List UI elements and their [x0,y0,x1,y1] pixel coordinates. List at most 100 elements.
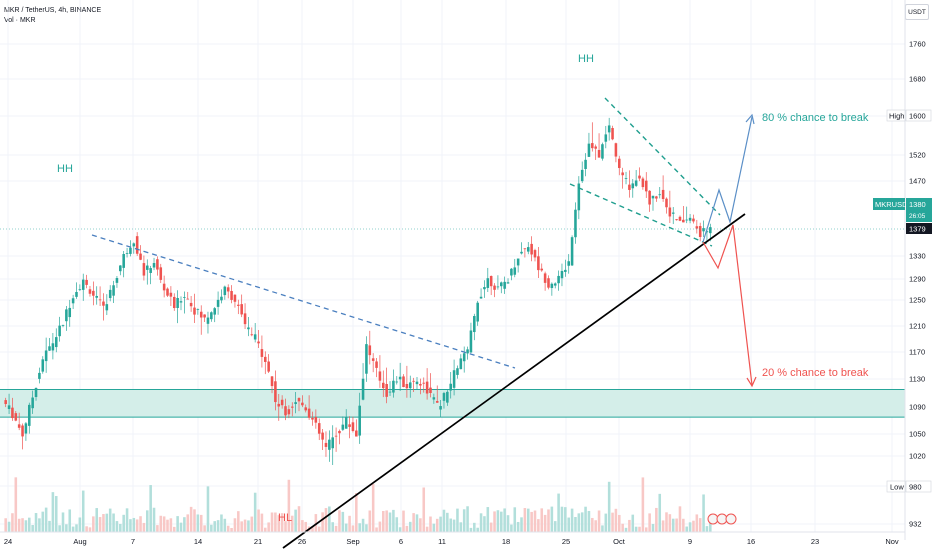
volume-bar [570,508,574,532]
candle-body [230,290,233,300]
candle-body [658,194,662,196]
candle-body [176,297,179,308]
candle-body [702,228,705,232]
volume-bar [449,518,452,532]
volume-bar [395,517,399,532]
volume-bar [159,515,163,532]
volume-bar [287,479,291,532]
volume-bar [169,518,173,532]
candle-body [607,125,611,133]
volume-bar [705,526,709,532]
candle-body [61,325,65,326]
candle-body [260,349,264,357]
candle-body [371,358,375,361]
dashed-resistance-line[interactable] [91,234,516,369]
hh-label-left[interactable]: HH [57,163,73,175]
volume-bar [577,513,581,532]
candle-body [344,417,348,429]
candle-body [618,158,621,169]
wedge-lower-dashed-line[interactable] [569,183,713,247]
low-tag-value: 980 [909,483,922,492]
volume-bar [176,516,179,532]
candle-body [88,289,92,294]
high-tag-value: 1600 [909,112,926,121]
volume-bar [122,514,125,532]
time-tick-label: Sep [346,537,359,546]
candle-body [540,268,544,271]
hl-label[interactable]: HL [278,512,292,524]
candle-body [604,134,608,142]
bull-chance-label[interactable]: 80 % chance to break [762,112,869,124]
volume-bar [688,522,692,532]
volume-bar [634,526,638,532]
support-zone [0,389,905,418]
volume-bar [520,517,523,532]
hh-label-right[interactable]: HH [578,53,594,65]
candle-body [206,317,210,324]
time-tick-label: 6 [399,537,403,546]
volume-bar [564,507,567,532]
volume-bar [344,523,348,532]
candle-body [442,393,446,401]
candlestick-series [4,117,712,466]
volume-bar [253,492,257,532]
volume-bar [483,516,486,532]
volume-indicator-label[interactable]: Vol · MKR [4,17,36,24]
candle-body [81,279,85,290]
time-tick-label: 26 [298,537,306,546]
volume-bar [580,512,584,532]
volume-bar [530,511,533,532]
candle-body [92,290,95,296]
time-tick-label: 14 [194,537,202,546]
candle-body [489,275,493,287]
bear-chance-label[interactable]: 20 % chance to break [762,367,869,379]
candle-body [611,128,614,140]
economic-event-icons[interactable] [707,513,737,525]
volume-bar [388,512,392,532]
volume-bar [378,521,382,532]
candle-body [466,349,469,354]
candle-body [496,286,500,288]
volume-bar [587,511,591,532]
time-axis[interactable]: 24 Aug 7 14 21 26 Sep 6 11 18 25 Oct 9 16 23 Nov [0,531,905,546]
volume-bar [28,517,31,532]
candle-body [267,361,270,372]
volume-bar [14,477,18,532]
volume-bar [466,506,469,532]
price-tick-label: 1290 [909,275,926,284]
volume-bar [7,521,11,532]
candle-body [392,380,395,393]
candle-body [456,368,459,375]
volume-bar [156,525,159,532]
candle-body [503,281,506,289]
candle-body [368,345,372,356]
time-tick-label: 24 [4,537,12,546]
volume-bar [290,515,294,532]
candle-body [543,273,547,283]
ascending-trendline[interactable] [282,213,746,549]
price-axis[interactable]: 932 980 1020 1050 1090 1130 1170 1210 1250 1290 13… [904,0,926,540]
bullish-path-arrow[interactable] [702,116,753,243]
candle-body [314,417,318,423]
candle-body [213,308,216,315]
candle-body [473,316,476,333]
event-flag-icon [725,513,737,525]
candle-body [688,217,692,221]
candle-body [446,391,449,403]
volume-bar [341,511,345,532]
candle-body [644,180,648,192]
candle-body [550,283,554,289]
volume-bar [199,514,203,532]
candle-body [14,413,18,421]
volume-bar [162,516,166,532]
symbol-title[interactable]: MKR / TetherUS, 4h, BINANCE [4,7,102,14]
wedge-upper-dashed-line[interactable] [604,97,721,216]
candle-body [513,267,517,275]
candle-body [533,250,537,258]
candle-body [102,301,105,306]
last-price-value: 1380 [909,200,926,209]
candle-body [385,383,388,397]
candle-body [186,298,190,300]
bearish-path-arrow[interactable] [702,224,753,386]
